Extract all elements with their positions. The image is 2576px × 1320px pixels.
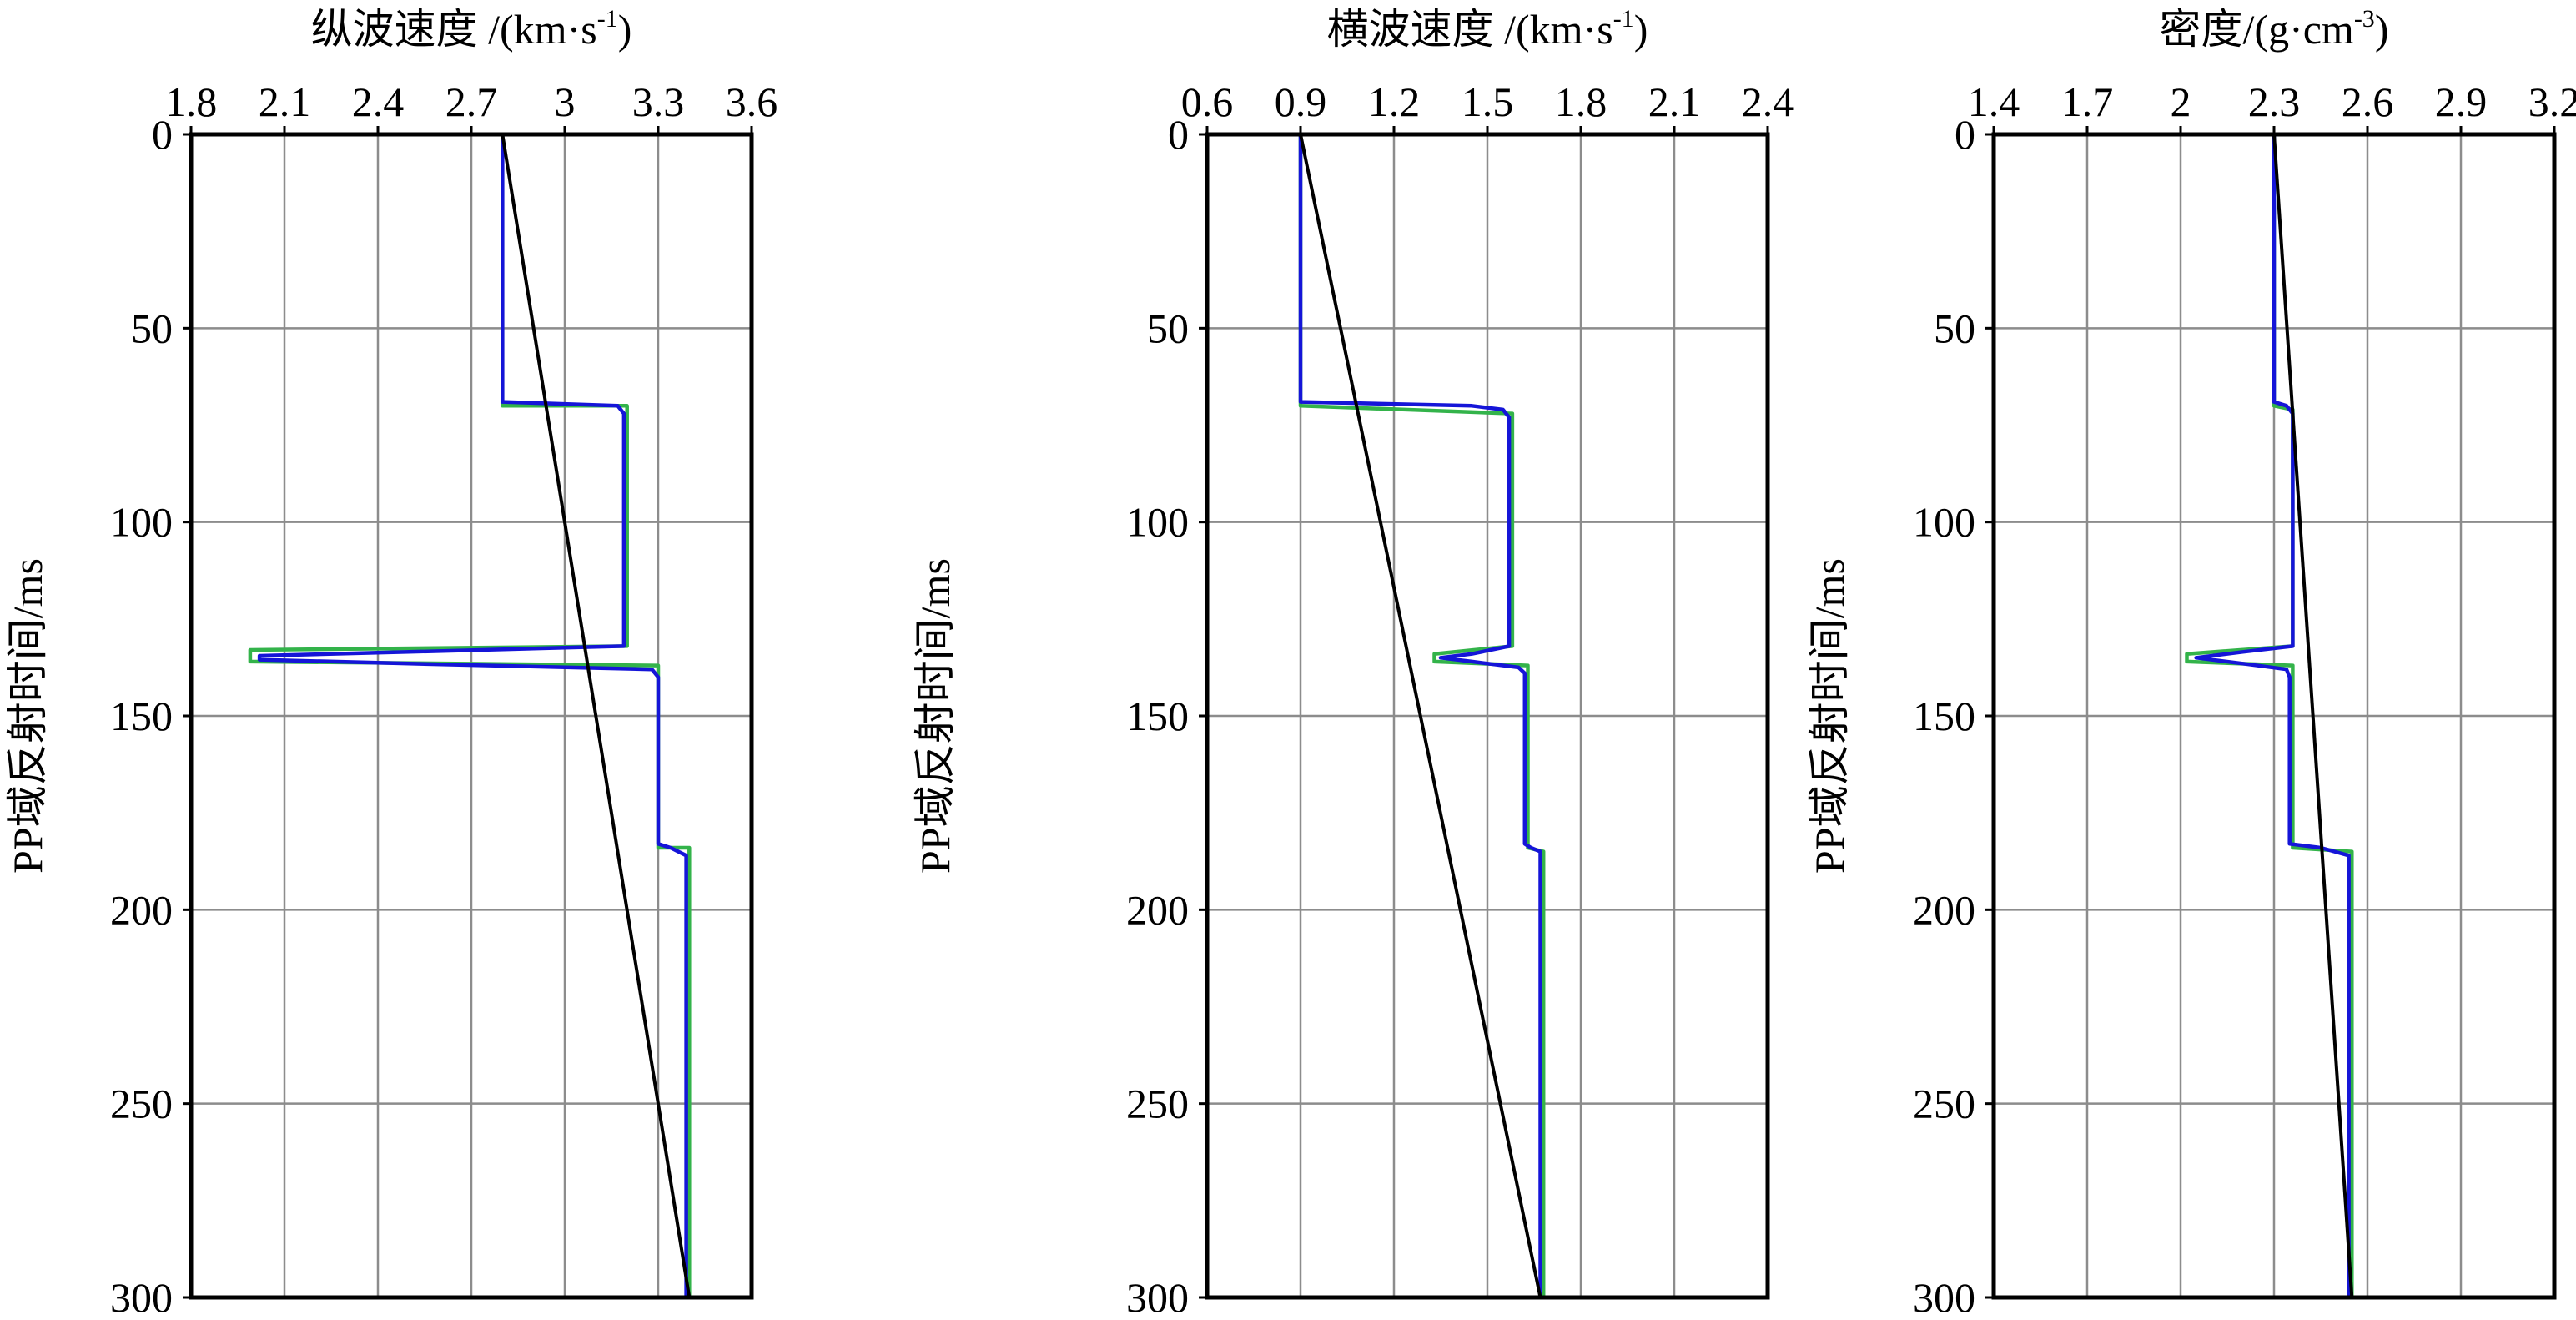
density-y-tick-label: 250 <box>1913 1081 1975 1127</box>
s-wave-y-tick-label: 250 <box>1126 1081 1189 1127</box>
p-wave-y-axis-title: PP域反射时间/ms <box>4 558 51 874</box>
density-y-tick-label: 0 <box>1955 111 1975 158</box>
p-wave-x-tick-label: 3.6 <box>726 78 778 125</box>
density-y-tick-label: 300 <box>1913 1274 1975 1320</box>
s-wave-x-tick-label: 2.1 <box>1648 78 1701 125</box>
s-wave-y-tick-label: 100 <box>1126 499 1189 546</box>
p-wave-black-trend-line <box>501 134 692 1298</box>
panel-s-wave-velocity: 0.6 0.9 1.2 1.5 1.8 2.1 2.4 0 50 100 150 200 250 300 横… <box>912 5 1794 1320</box>
density-x-tick-label: 3.2 <box>2528 78 2576 125</box>
density-y-tick-label: 100 <box>1913 499 1975 546</box>
density-x-tick-label: 2.3 <box>2248 78 2301 125</box>
density-black-trend-line <box>2272 134 2354 1298</box>
p-wave-x-tick-label: 3 <box>555 78 576 125</box>
panel-p-wave-velocity: 1.8 2.1 2.4 2.7 3 3.3 3.6 0 50 100 150 200 250 300 纵波速… <box>4 5 777 1320</box>
p-wave-blue-curve <box>257 134 688 1297</box>
s-wave-y-tick-label: 50 <box>1147 305 1189 351</box>
s-wave-x-tick-label: 2.4 <box>1742 78 1794 125</box>
p-wave-y-tick-label: 150 <box>110 693 173 739</box>
density-y-tick-label: 150 <box>1913 693 1975 739</box>
p-wave-x-tick-label: 2.1 <box>259 78 311 125</box>
p-wave-x-tick-label: 2.7 <box>445 78 498 125</box>
density-y-tick-label: 50 <box>1934 305 1975 351</box>
density-y-tick-label: 200 <box>1913 886 1975 933</box>
density-x-tick-label: 1.7 <box>2061 78 2114 125</box>
s-wave-x-tick-label: 1.8 <box>1555 78 1607 125</box>
p-wave-y-tick-label: 250 <box>110 1081 173 1127</box>
p-wave-x-tick-label: 1.8 <box>165 78 218 125</box>
p-wave-x-tick-label: 3.3 <box>632 78 685 125</box>
p-wave-y-tick-label: 100 <box>110 499 173 546</box>
p-wave-y-tick-label: 200 <box>110 886 173 933</box>
panel-density: 1.4 1.7 2 2.3 2.6 2.9 3.2 0 50 100 150 200 250 300 密度/… <box>1806 5 2576 1320</box>
s-wave-x-tick-label: 0.6 <box>1181 78 1234 125</box>
s-wave-x-axis-title: 横波速度 /(km·s-1) <box>1327 5 1648 53</box>
p-wave-y-tick-label: 50 <box>131 305 173 351</box>
s-wave-x-tick-label: 1.5 <box>1462 78 1514 125</box>
s-wave-x-tick-label: 1.2 <box>1368 78 1421 125</box>
density-x-tick-label: 2.6 <box>2342 78 2394 125</box>
s-wave-y-tick-label: 300 <box>1126 1274 1189 1320</box>
s-wave-y-tick-label: 150 <box>1126 693 1189 739</box>
s-wave-x-tick-label: 0.9 <box>1275 78 1327 125</box>
s-wave-y-tick-label: 0 <box>1168 111 1189 158</box>
p-wave-x-tick-label: 2.4 <box>352 78 405 125</box>
s-wave-y-tick-label: 200 <box>1126 886 1189 933</box>
s-wave-black-trend-line <box>1299 134 1542 1298</box>
density-blue-curve <box>2194 134 2351 1297</box>
density-x-axis-title: 密度/(g·cm-3) <box>2160 5 2389 53</box>
p-wave-y-tick-label: 300 <box>110 1274 173 1320</box>
s-wave-blue-curve <box>1298 134 1542 1297</box>
density-x-tick-label: 2.9 <box>2435 78 2488 125</box>
density-y-axis-title: PP域反射时间/ms <box>1806 558 1853 874</box>
p-wave-y-tick-label: 0 <box>152 111 173 158</box>
density-x-tick-label: 1.4 <box>1968 78 2020 125</box>
p-wave-x-axis-title: 纵波速度 /(km·s-1) <box>311 5 632 53</box>
density-x-tick-label: 2 <box>2171 78 2191 125</box>
s-wave-y-axis-title: PP域反射时间/ms <box>912 558 958 874</box>
